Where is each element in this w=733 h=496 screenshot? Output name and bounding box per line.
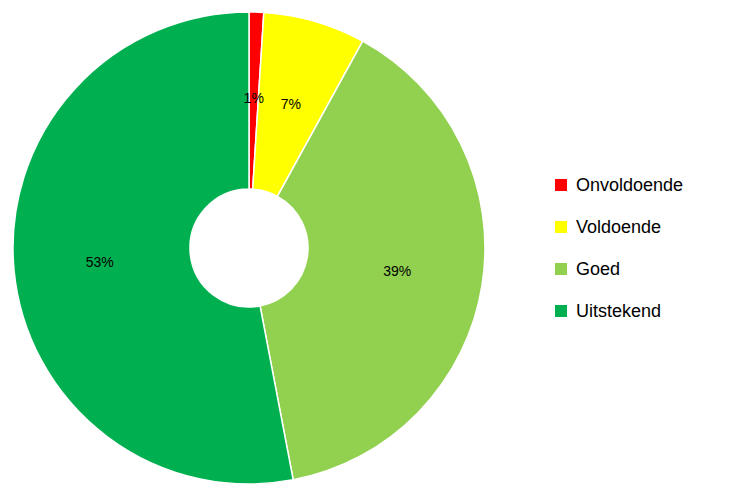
data-label: 39% bbox=[383, 263, 411, 279]
legend-label: Onvoldoende bbox=[576, 175, 683, 195]
legend-item: Uitstekend bbox=[555, 301, 661, 321]
data-label: 1% bbox=[244, 90, 264, 106]
data-label: 53% bbox=[86, 254, 114, 270]
legend-label: Voldoende bbox=[576, 217, 661, 237]
legend: Onvoldoende Voldoende Goed Uitstekend bbox=[555, 175, 683, 321]
legend-swatch bbox=[555, 263, 567, 275]
legend-swatch bbox=[555, 179, 567, 191]
legend-item: Voldoende bbox=[555, 217, 661, 237]
legend-item: Onvoldoende bbox=[555, 175, 683, 195]
legend-label: Goed bbox=[576, 259, 620, 279]
legend-swatch bbox=[555, 305, 567, 317]
pie: 1% 7% 39% 53% bbox=[13, 12, 485, 484]
data-label: 7% bbox=[281, 96, 301, 112]
legend-swatch bbox=[555, 221, 567, 233]
legend-label: Uitstekend bbox=[576, 301, 661, 321]
slice bbox=[260, 41, 485, 480]
slice bbox=[13, 12, 293, 484]
chart: 1% 7% 39% 53% Onvoldoende Voldoende Goed Uitste… bbox=[0, 0, 733, 496]
legend-item: Goed bbox=[555, 259, 620, 279]
